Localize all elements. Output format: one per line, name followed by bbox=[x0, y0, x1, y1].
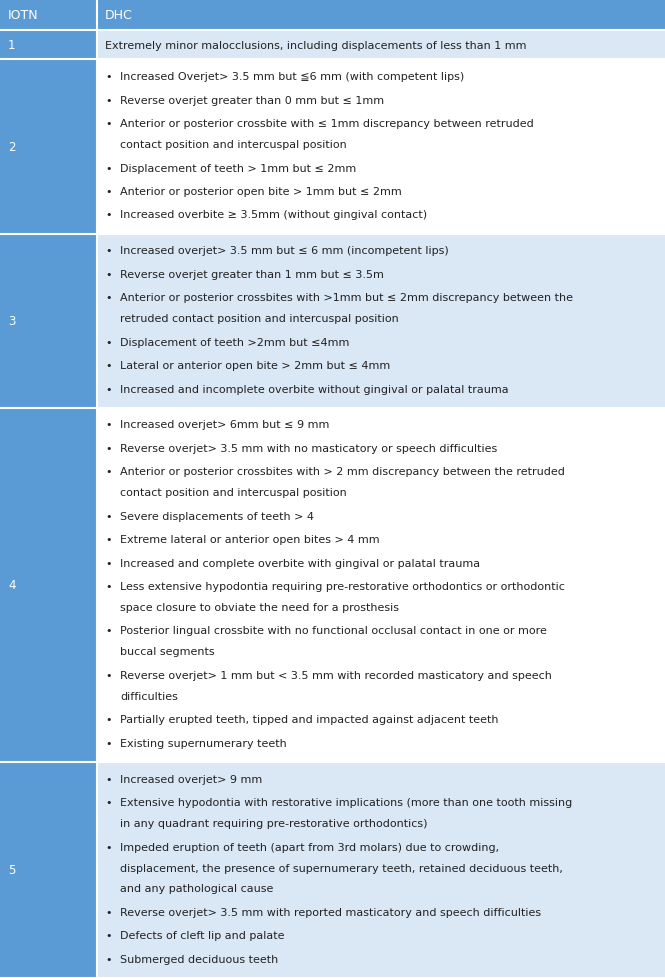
Text: •: • bbox=[105, 443, 112, 453]
Bar bbox=[97, 235, 665, 408]
Text: •: • bbox=[105, 842, 112, 852]
Text: •: • bbox=[105, 292, 112, 303]
Text: DHC: DHC bbox=[105, 9, 133, 22]
Text: in any quadrant requiring pre-restorative orthodontics): in any quadrant requiring pre-restorativ… bbox=[120, 819, 428, 828]
Text: Increased overjet> 6mm but ≤ 9 mm: Increased overjet> 6mm but ≤ 9 mm bbox=[120, 420, 329, 430]
Text: Increased overjet> 9 mm: Increased overjet> 9 mm bbox=[120, 774, 262, 783]
Text: contact position and intercuspal position: contact position and intercuspal positio… bbox=[120, 140, 346, 150]
Text: •: • bbox=[105, 774, 112, 783]
Text: •: • bbox=[105, 954, 112, 964]
Bar bbox=[97, 762, 665, 978]
Text: Reverse overjet greater than 1 mm but ≤ 3.5m: Reverse overjet greater than 1 mm but ≤ … bbox=[120, 269, 384, 280]
Text: •: • bbox=[105, 738, 112, 748]
Text: Increased and incomplete overbite without gingival or palatal trauma: Increased and incomplete overbite withou… bbox=[120, 384, 509, 394]
Text: Existing supernumerary teeth: Existing supernumerary teeth bbox=[120, 738, 287, 748]
Text: •: • bbox=[105, 384, 112, 394]
Bar bbox=[97, 31, 665, 61]
Text: space closure to obviate the need for a prosthesis: space closure to obviate the need for a … bbox=[120, 602, 399, 612]
Text: •: • bbox=[105, 119, 112, 129]
Text: Anterior or posterior crossbite with ≤ 1mm discrepancy between retruded: Anterior or posterior crossbite with ≤ 1… bbox=[120, 119, 534, 129]
Text: Less extensive hypodontia requiring pre-restorative orthodontics or orthodontic: Less extensive hypodontia requiring pre-… bbox=[120, 582, 565, 592]
Text: Displacement of teeth >2mm but ≤4mm: Displacement of teeth >2mm but ≤4mm bbox=[120, 337, 349, 347]
Text: •: • bbox=[105, 535, 112, 545]
Text: •: • bbox=[105, 558, 112, 568]
Text: Extremely minor malocclusions, including displacements of less than 1 mm: Extremely minor malocclusions, including… bbox=[105, 41, 527, 51]
Text: Reverse overjet> 3.5 mm with reported masticatory and speech difficulties: Reverse overjet> 3.5 mm with reported ma… bbox=[120, 907, 541, 917]
Text: 2: 2 bbox=[8, 141, 15, 154]
Text: and any pathological cause: and any pathological cause bbox=[120, 883, 273, 894]
Text: •: • bbox=[105, 420, 112, 430]
Text: •: • bbox=[105, 337, 112, 347]
Text: •: • bbox=[105, 269, 112, 280]
Text: •: • bbox=[105, 797, 112, 807]
Text: •: • bbox=[105, 163, 112, 173]
Bar bbox=[97, 0, 665, 31]
Text: 3: 3 bbox=[8, 315, 15, 328]
Text: •: • bbox=[105, 670, 112, 681]
Text: •: • bbox=[105, 907, 112, 917]
Text: Impeded eruption of teeth (apart from 3rd molars) due to crowding,: Impeded eruption of teeth (apart from 3r… bbox=[120, 842, 499, 852]
Text: Defects of cleft lip and palate: Defects of cleft lip and palate bbox=[120, 930, 285, 941]
Text: •: • bbox=[105, 96, 112, 106]
Text: retruded contact position and intercuspal position: retruded contact position and intercuspa… bbox=[120, 314, 399, 324]
Text: •: • bbox=[105, 511, 112, 521]
Text: •: • bbox=[105, 72, 112, 82]
Bar bbox=[97, 408, 665, 762]
Text: Anterior or posterior crossbites with > 2 mm discrepancy between the retruded: Anterior or posterior crossbites with > … bbox=[120, 467, 565, 476]
Text: Partially erupted teeth, tipped and impacted against adjacent teeth: Partially erupted teeth, tipped and impa… bbox=[120, 715, 499, 725]
Text: 1: 1 bbox=[8, 39, 15, 52]
Text: IOTN: IOTN bbox=[8, 9, 39, 22]
Text: contact position and intercuspal position: contact position and intercuspal positio… bbox=[120, 488, 346, 498]
Text: Increased Overjet> 3.5 mm but ≦6 mm (with competent lips): Increased Overjet> 3.5 mm but ≦6 mm (wit… bbox=[120, 72, 464, 82]
Bar bbox=[97, 61, 665, 235]
Text: Extensive hypodontia with restorative implications (more than one tooth missing: Extensive hypodontia with restorative im… bbox=[120, 797, 573, 807]
Bar bbox=[0, 762, 97, 978]
Text: •: • bbox=[105, 361, 112, 371]
Bar bbox=[0, 61, 97, 235]
Text: •: • bbox=[105, 582, 112, 592]
Text: •: • bbox=[105, 210, 112, 220]
Text: Displacement of teeth > 1mm but ≤ 2mm: Displacement of teeth > 1mm but ≤ 2mm bbox=[120, 163, 356, 173]
Text: 4: 4 bbox=[8, 579, 15, 592]
Text: Posterior lingual crossbite with no functional occlusal contact in one or more: Posterior lingual crossbite with no func… bbox=[120, 626, 547, 636]
Text: Severe displacements of teeth > 4: Severe displacements of teeth > 4 bbox=[120, 511, 314, 521]
Text: Submerged deciduous teeth: Submerged deciduous teeth bbox=[120, 954, 278, 964]
Text: •: • bbox=[105, 626, 112, 636]
Bar bbox=[0, 408, 97, 762]
Text: displacement, the presence of supernumerary teeth, retained deciduous teeth,: displacement, the presence of supernumer… bbox=[120, 863, 563, 872]
Text: •: • bbox=[105, 467, 112, 476]
Text: •: • bbox=[105, 246, 112, 256]
Text: Reverse overjet> 1 mm but < 3.5 mm with recorded masticatory and speech: Reverse overjet> 1 mm but < 3.5 mm with … bbox=[120, 670, 552, 681]
Text: difficulties: difficulties bbox=[120, 691, 178, 701]
Text: Lateral or anterior open bite > 2mm but ≤ 4mm: Lateral or anterior open bite > 2mm but … bbox=[120, 361, 390, 371]
Text: Anterior or posterior open bite > 1mm but ≤ 2mm: Anterior or posterior open bite > 1mm bu… bbox=[120, 187, 402, 197]
Text: Reverse overjet greater than 0 mm but ≤ 1mm: Reverse overjet greater than 0 mm but ≤ … bbox=[120, 96, 384, 106]
Bar bbox=[0, 0, 97, 31]
Text: •: • bbox=[105, 715, 112, 725]
Text: 5: 5 bbox=[8, 864, 15, 876]
Text: Increased and complete overbite with gingival or palatal trauma: Increased and complete overbite with gin… bbox=[120, 558, 480, 568]
Text: •: • bbox=[105, 187, 112, 197]
Text: Extreme lateral or anterior open bites > 4 mm: Extreme lateral or anterior open bites >… bbox=[120, 535, 380, 545]
Bar bbox=[0, 31, 97, 61]
Text: buccal segments: buccal segments bbox=[120, 646, 215, 657]
Bar bbox=[0, 235, 97, 408]
Text: Increased overbite ≥ 3.5mm (without gingival contact): Increased overbite ≥ 3.5mm (without ging… bbox=[120, 210, 427, 220]
Text: Reverse overjet> 3.5 mm with no masticatory or speech difficulties: Reverse overjet> 3.5 mm with no masticat… bbox=[120, 443, 497, 453]
Text: Increased overjet> 3.5 mm but ≤ 6 mm (incompetent lips): Increased overjet> 3.5 mm but ≤ 6 mm (in… bbox=[120, 246, 449, 256]
Text: Anterior or posterior crossbites with >1mm but ≤ 2mm discrepancy between the: Anterior or posterior crossbites with >1… bbox=[120, 292, 573, 303]
Text: •: • bbox=[105, 930, 112, 941]
